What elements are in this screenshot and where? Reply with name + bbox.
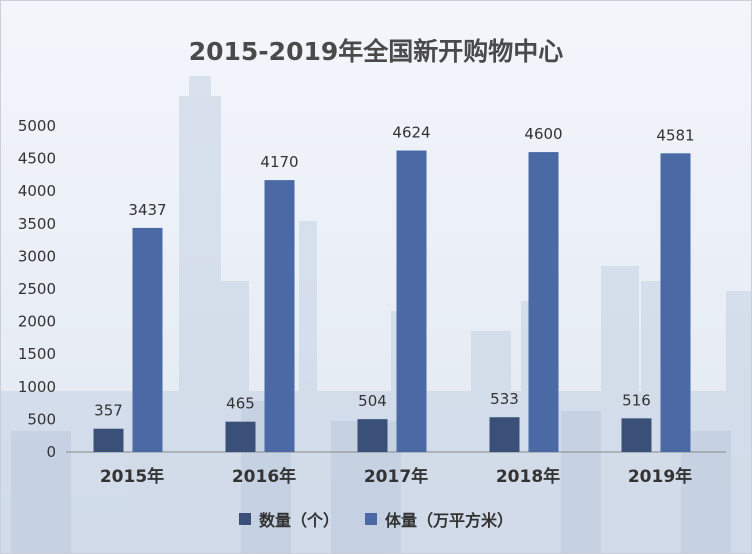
bar-area: [528, 152, 559, 452]
y-tick-label: 0: [46, 443, 56, 461]
y-tick-label: 1500: [18, 345, 56, 363]
chart-legend: 数量（个） 体量（万平方米）: [0, 507, 752, 531]
legend-swatch: [365, 513, 377, 525]
legend-label: 数量（个）: [258, 511, 339, 530]
y-tick-label: 5000: [18, 117, 56, 135]
bar-count: [357, 419, 388, 452]
bar-area: [132, 227, 163, 452]
bar-area: [660, 153, 691, 453]
x-tick-label: 2018年: [496, 466, 560, 487]
y-tick-label: 2000: [18, 313, 56, 331]
y-tick-label: 3000: [18, 247, 56, 265]
data-label: 533: [490, 390, 519, 408]
bar-count: [489, 417, 520, 452]
bar-count: [93, 428, 124, 452]
bar-count: [621, 418, 652, 452]
bar-area: [396, 150, 427, 452]
data-label: 4600: [524, 125, 562, 143]
legend-item: 体量（万平方米）: [365, 507, 513, 531]
data-label: 504: [358, 392, 387, 410]
y-tick-label: 1000: [18, 378, 56, 396]
data-label: 4170: [260, 153, 298, 171]
data-label: 465: [226, 395, 255, 413]
y-tick-label: 3500: [18, 215, 56, 233]
data-label: 516: [622, 391, 651, 409]
data-label: 4581: [656, 126, 694, 144]
chart-title: 2015-2019年全国新开购物中心: [188, 37, 564, 66]
data-label: 3437: [128, 201, 166, 219]
x-tick-label: 2016年: [232, 466, 296, 487]
x-tick-label: 2019年: [628, 466, 692, 487]
legend-swatch: [238, 513, 251, 525]
bar-count: [225, 421, 256, 452]
y-tick-label: 4000: [18, 182, 56, 200]
legend-item: 数量（个）: [238, 507, 339, 531]
data-label: 4624: [392, 124, 430, 142]
legend-label: 体量（万平方米）: [385, 511, 514, 530]
x-tick-label: 2017年: [364, 466, 428, 487]
y-tick-label: 500: [27, 410, 56, 428]
y-tick-label: 2500: [18, 280, 56, 298]
y-tick-label: 4500: [18, 150, 56, 168]
x-tick-label: 2015年: [100, 466, 164, 487]
bar-area: [264, 180, 295, 452]
data-label: 357: [94, 402, 123, 420]
